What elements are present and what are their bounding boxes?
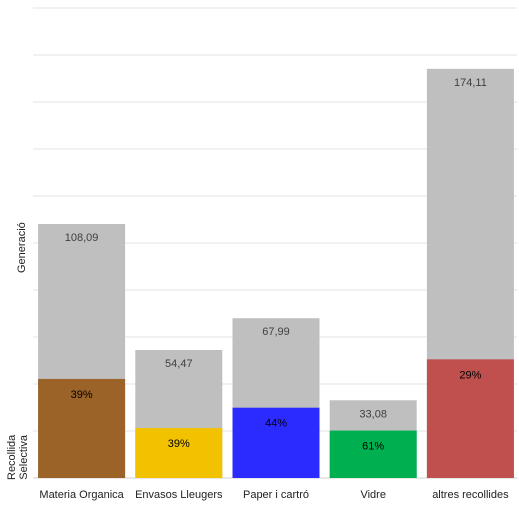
bars: 108,09 39% 54,47 39% 67,99 44% 33,08 61% 174,11 2… bbox=[38, 68, 514, 479]
bar-recollida-selectiva bbox=[135, 428, 223, 478]
category-label: Vidre bbox=[360, 489, 385, 501]
y-axis-label-recollida-selectiva: Recollida Selectiva bbox=[6, 434, 30, 480]
data-label-generacio: 67,99 bbox=[262, 326, 290, 338]
data-label-percentatge: 39% bbox=[168, 438, 190, 450]
data-label-generacio: 174,11 bbox=[454, 77, 487, 89]
category-labels: Materia Organica Envasos Lleugers Paper i … bbox=[39, 489, 509, 501]
bar-recollida-selectiva bbox=[329, 430, 417, 478]
data-label-generacio: 33,08 bbox=[359, 408, 387, 420]
data-label-generacio: 108,09 bbox=[65, 232, 99, 244]
data-label-percentatge: 39% bbox=[71, 389, 93, 401]
y-axis-label-generacio: Generació bbox=[16, 222, 28, 273]
category-label: Envasos Lleugers bbox=[135, 489, 223, 501]
data-label-percentatge: 61% bbox=[362, 441, 384, 453]
category-label: Materia Organica bbox=[39, 489, 124, 501]
category-label: Paper i cartró bbox=[243, 489, 309, 501]
data-label-percentatge: 44% bbox=[265, 418, 287, 430]
bar-recollida-selectiva bbox=[232, 407, 320, 478]
category-label: altres recollides bbox=[432, 489, 509, 501]
data-label-percentatge: 29% bbox=[459, 369, 481, 381]
data-label-generacio: 54,47 bbox=[165, 358, 193, 370]
bar-recollida-selectiva bbox=[38, 378, 126, 478]
bar-recollida-selectiva bbox=[426, 359, 514, 478]
